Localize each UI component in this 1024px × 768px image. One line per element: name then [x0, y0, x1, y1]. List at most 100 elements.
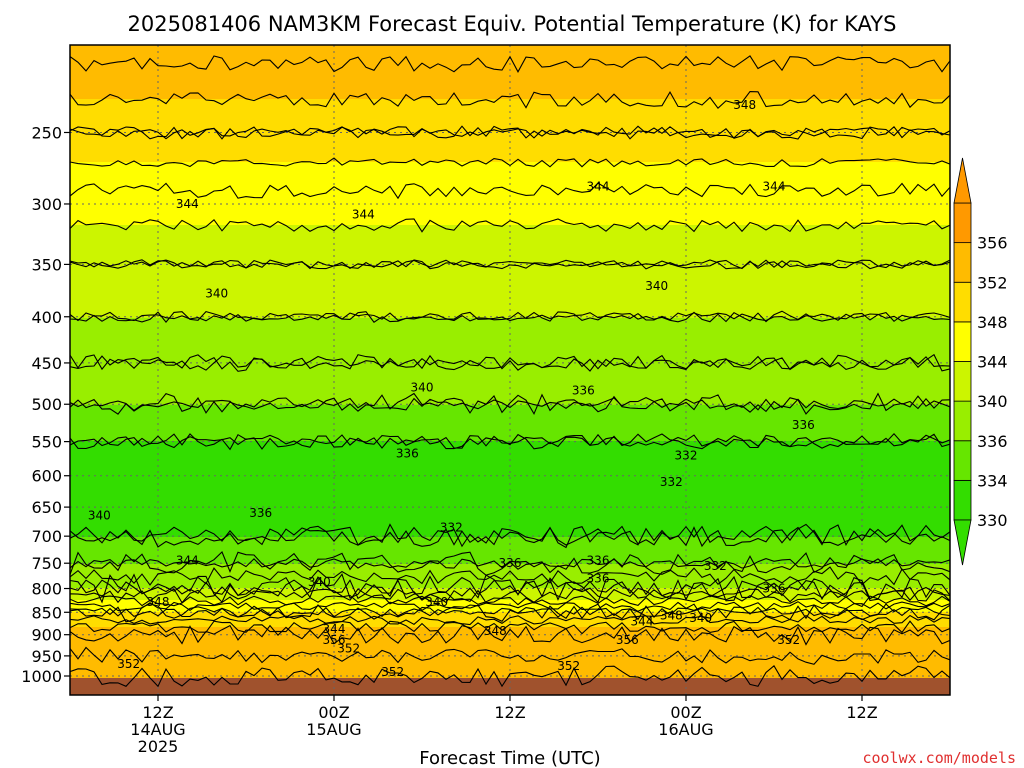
y-tick-label: 500: [31, 395, 62, 414]
contour-label: 336: [499, 556, 522, 570]
contour-line: [70, 311, 950, 322]
color-band: [70, 108, 950, 112]
contour-label: 356: [323, 633, 346, 647]
y-tick-label: 900: [31, 626, 62, 645]
ground-surface: [70, 678, 950, 695]
color-band: [70, 492, 950, 496]
color-band: [70, 336, 950, 340]
contour-label: 344: [587, 180, 610, 194]
color-band: [70, 90, 950, 94]
colorbar-tick-label: 356: [977, 234, 1008, 253]
chart-title: 2025081406 NAM3KM Forecast Equiv. Potent…: [128, 12, 897, 36]
contour-label: 352: [557, 659, 580, 673]
x-tick-label: 15AUG: [306, 720, 361, 739]
color-band: [70, 276, 950, 280]
color-band: [70, 594, 950, 598]
color-band: [70, 288, 950, 292]
contour-line: [70, 90, 950, 110]
color-band: [70, 468, 950, 472]
color-band: [70, 414, 950, 418]
credit-text: coolwx.com/models: [862, 749, 1016, 767]
color-band: [70, 216, 950, 220]
color-band: [70, 72, 950, 76]
color-band: [70, 174, 950, 178]
color-band: [70, 270, 950, 274]
x-tick-label: 00Z: [318, 703, 349, 722]
color-band: [70, 396, 950, 400]
color-band: [70, 558, 950, 562]
x-tick-label: 12Z: [142, 703, 173, 722]
color-band: [70, 486, 950, 490]
color-band: [70, 78, 950, 82]
color-band: [70, 168, 950, 172]
color-band: [70, 372, 950, 376]
color-band: [70, 198, 950, 202]
color-band: [70, 618, 950, 622]
color-band: [70, 204, 950, 208]
contour-line: [70, 182, 950, 200]
color-band: [70, 360, 950, 364]
y-tick-label: 350: [31, 255, 62, 274]
color-band: [70, 660, 950, 664]
contour-line: [70, 432, 950, 451]
contour-label: 352: [777, 633, 800, 647]
colorbar-tick-label: 334: [977, 471, 1008, 490]
contour-label: 340: [645, 279, 668, 293]
color-band: [70, 144, 950, 148]
color-band: [70, 366, 950, 370]
y-tick-label: 450: [31, 354, 62, 373]
color-band: [70, 420, 950, 424]
contour-label: 352: [337, 641, 360, 655]
color-band: [70, 378, 950, 382]
color-band: [70, 564, 950, 568]
contour-label: 348: [733, 98, 756, 112]
color-band: [70, 192, 950, 196]
y-tick-label: 750: [31, 554, 62, 573]
color-band: [70, 354, 950, 358]
color-band: [70, 60, 950, 64]
x-tick-label: 14AUG: [130, 720, 185, 739]
contour-label: 340: [88, 508, 111, 522]
contour-line: [70, 523, 950, 549]
contour-label: 340: [411, 380, 434, 394]
color-band: [70, 576, 950, 580]
color-band: [70, 636, 950, 640]
colorbar-tick-label: 330: [977, 511, 1008, 530]
color-band: [70, 324, 950, 328]
y-tick-label: 700: [31, 527, 62, 546]
color-band: [70, 648, 950, 652]
contour-lines: [70, 55, 950, 688]
contour-label: 340: [425, 595, 448, 609]
contour-label: 336: [587, 554, 610, 568]
color-band: [70, 300, 950, 304]
colorbar-segment: [953, 440, 972, 481]
colorbar: 330 334 336 340 344 348 352 356: [953, 157, 1008, 566]
color-band: [70, 534, 950, 538]
y-tick-label: 950: [31, 647, 62, 666]
color-band: [70, 552, 950, 556]
color-band: [70, 264, 950, 268]
contour-label: 344: [323, 622, 346, 636]
y-tick-label: 400: [31, 308, 62, 327]
contour-label: 336: [396, 447, 419, 461]
contour-label: 352: [381, 665, 404, 679]
color-band: [70, 642, 950, 646]
contour-label: 348: [484, 624, 507, 638]
color-band: [70, 588, 950, 592]
color-band: [70, 252, 950, 256]
color-band: [70, 162, 950, 166]
color-band: [70, 240, 950, 244]
x-tick-label: 2025: [138, 737, 179, 756]
contour-line: [70, 157, 950, 168]
y-tick-label: 850: [31, 603, 62, 622]
contour-line: [70, 624, 950, 646]
color-band: [70, 96, 950, 100]
color-band: [70, 66, 950, 70]
color-band: [70, 282, 950, 286]
y-tick-label: 250: [31, 123, 62, 142]
contour-label: 356: [616, 633, 639, 647]
contour-line: [70, 664, 950, 688]
contour-labels: 348 344 344 344 344 340 340 340 340 336 336 336 336 3…: [88, 98, 815, 679]
contour-line: [70, 603, 950, 623]
